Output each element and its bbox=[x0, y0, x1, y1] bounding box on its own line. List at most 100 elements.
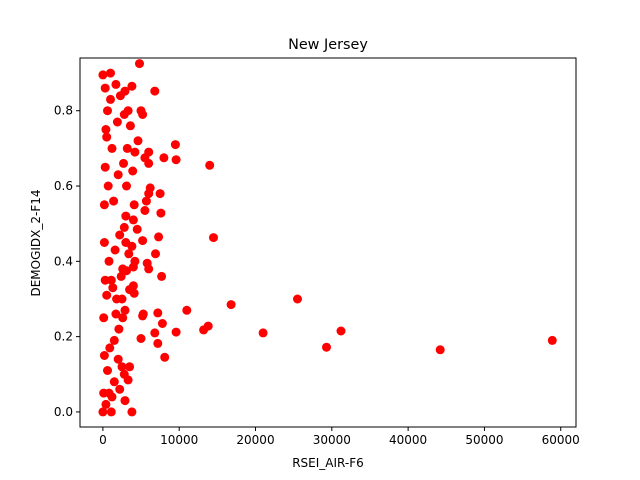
scatter-point bbox=[125, 362, 135, 372]
scatter-point bbox=[129, 288, 139, 298]
scatter-point bbox=[122, 143, 132, 153]
scatter-point bbox=[111, 309, 121, 319]
scatter-point bbox=[119, 222, 129, 232]
scatter-point bbox=[111, 79, 121, 89]
scatter-point bbox=[150, 328, 160, 338]
scatter-point bbox=[141, 196, 151, 206]
y-tick-label: 0.4 bbox=[54, 254, 73, 268]
scatter-point bbox=[171, 155, 181, 165]
scatter-points bbox=[98, 59, 557, 417]
scatter-point bbox=[151, 249, 160, 259]
scatter-point bbox=[159, 153, 169, 163]
scatter-point bbox=[124, 249, 134, 259]
scatter-point bbox=[205, 160, 215, 170]
scatter-point bbox=[102, 132, 112, 142]
scatter-point bbox=[435, 345, 445, 355]
scatter-point bbox=[101, 125, 111, 134]
scatter-point bbox=[336, 326, 346, 336]
scatter-point bbox=[125, 121, 135, 131]
scatter-point bbox=[547, 335, 557, 345]
scatter-point bbox=[98, 70, 108, 80]
scatter-point bbox=[99, 313, 109, 323]
scatter-point bbox=[154, 232, 164, 242]
scatter-point bbox=[182, 305, 192, 315]
scatter-point bbox=[98, 407, 108, 417]
scatter-point bbox=[144, 264, 154, 274]
x-tick-label: 20000 bbox=[236, 433, 274, 447]
scatter-point bbox=[127, 407, 137, 417]
y-tick-label: 0.6 bbox=[54, 179, 73, 193]
scatter-point bbox=[138, 311, 148, 321]
scatter-point bbox=[106, 68, 115, 78]
x-tick-label: 60000 bbox=[542, 433, 580, 447]
scatter-point bbox=[153, 308, 163, 318]
scatter-point bbox=[117, 362, 127, 372]
scatter-point bbox=[118, 313, 128, 323]
scatter-point bbox=[156, 208, 166, 218]
scatter-point bbox=[136, 334, 146, 343]
scatter-point bbox=[112, 294, 122, 304]
scatter-point bbox=[293, 294, 302, 304]
scatter-point bbox=[101, 399, 111, 409]
scatter-point bbox=[138, 110, 148, 119]
scatter-point bbox=[107, 143, 117, 153]
scatter-point bbox=[121, 238, 131, 247]
scatter-point bbox=[103, 181, 113, 191]
scatter-point bbox=[322, 342, 331, 352]
scatter-point bbox=[128, 262, 138, 272]
scatter-point bbox=[116, 271, 126, 281]
scatter-point bbox=[99, 388, 109, 398]
scatter-point bbox=[112, 117, 122, 127]
scatter-point bbox=[103, 366, 112, 375]
scatter-point bbox=[150, 86, 160, 96]
scatter-point bbox=[157, 271, 167, 281]
scatter-point bbox=[99, 351, 109, 360]
scatter-point bbox=[258, 328, 268, 338]
scatter-point bbox=[119, 110, 129, 119]
scatter-point bbox=[100, 83, 110, 93]
y-tick-label: 0.0 bbox=[54, 405, 73, 419]
scatter-point bbox=[122, 181, 131, 191]
scatter-point bbox=[100, 275, 110, 285]
x-tick-label: 10000 bbox=[160, 433, 198, 447]
scatter-point bbox=[109, 377, 119, 387]
y-tick-label: 0.2 bbox=[54, 330, 73, 344]
scatter-point bbox=[133, 136, 143, 146]
scatter-point bbox=[120, 305, 130, 315]
scatter-point bbox=[128, 215, 138, 225]
scatter-point bbox=[135, 59, 144, 69]
scatter-point bbox=[103, 106, 112, 116]
scatter-point bbox=[127, 81, 137, 91]
scatter-point bbox=[104, 256, 114, 266]
scatter-point bbox=[160, 352, 170, 362]
scatter-point bbox=[105, 343, 115, 353]
scatter-point bbox=[99, 238, 109, 247]
scatter-point bbox=[170, 140, 180, 150]
scatter-point bbox=[119, 158, 128, 168]
scatter-point bbox=[115, 384, 125, 394]
scatter-point bbox=[118, 264, 128, 274]
scatter-point bbox=[130, 147, 140, 157]
scatter-point bbox=[140, 153, 150, 163]
plot-frame bbox=[79, 57, 577, 428]
y-axis-label: DEMOGIDX_2-F14 bbox=[29, 189, 43, 296]
scatter-point bbox=[106, 407, 116, 417]
x-tick-label: 40000 bbox=[389, 433, 427, 447]
x-tick-label: 30000 bbox=[313, 433, 351, 447]
x-axis-label: RSEI_AIR-F6 bbox=[292, 456, 364, 470]
scatter-point bbox=[171, 327, 181, 337]
x-tick-label: 50000 bbox=[465, 433, 503, 447]
scatter-point bbox=[209, 233, 218, 243]
scatter-point bbox=[123, 375, 133, 385]
scatter-point bbox=[106, 94, 115, 104]
scatter-point bbox=[113, 354, 123, 364]
scatter-point bbox=[155, 189, 165, 199]
scatter-point bbox=[114, 324, 124, 334]
scatter-point bbox=[120, 396, 130, 406]
scatter-point bbox=[129, 200, 139, 210]
scatter-point bbox=[144, 189, 154, 199]
chart-title: New Jersey bbox=[288, 37, 368, 53]
scatter-point bbox=[100, 162, 110, 172]
x-tick-label: 0 bbox=[99, 433, 107, 447]
